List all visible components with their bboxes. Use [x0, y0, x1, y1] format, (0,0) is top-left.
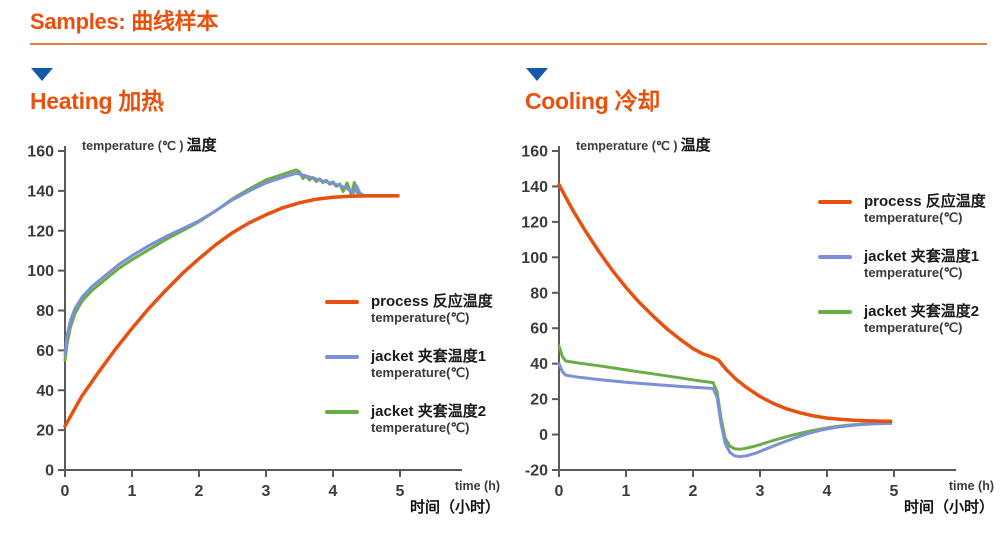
x-tick-label: 1	[128, 483, 137, 500]
series-line-jacket1	[557, 362, 893, 459]
x-tick-label: 3	[756, 483, 765, 500]
legend-swatch-process	[818, 200, 852, 204]
legend-text: jacket 夹套温度2 temperature(℃)	[371, 403, 486, 436]
x-tick-label: 4	[823, 483, 832, 500]
legend-item-jacket2: jacket 夹套温度2 temperature(℃)	[818, 303, 986, 336]
legend-text: jacket 夹套温度1 temperature(℃)	[371, 348, 486, 381]
legend-sublabel: temperature(℃)	[864, 265, 963, 280]
y-tick-label: 140	[27, 183, 54, 200]
x-tick-label: 0	[555, 483, 564, 500]
series-line-jacket2	[557, 344, 893, 451]
y-tick-label: 0	[539, 427, 548, 444]
cooling-legend: process 反应温度 temperature(℃) jacket 夹套温度1…	[818, 193, 986, 358]
y-axis-title-zh: 温度	[680, 137, 711, 154]
x-tick-label: 2	[689, 483, 698, 500]
y-tick-label: 60	[530, 321, 548, 338]
legend-swatch-jacket1	[818, 255, 852, 259]
x-tick-label: 5	[396, 483, 405, 500]
legend-text: jacket 夹套温度2 temperature(℃)	[864, 303, 979, 336]
cooling-section-heading: Cooling 冷却	[525, 88, 660, 114]
legend-item-jacket2: jacket 夹套温度2 temperature(℃)	[325, 403, 493, 436]
y-tick-label: 0	[45, 463, 54, 480]
y-tick-label: 80	[36, 303, 54, 320]
y-axis-title-zh: 温度	[186, 137, 217, 154]
legend-label: jacket 夹套温度1	[371, 348, 487, 365]
x-tick-label: 2	[195, 483, 204, 500]
legend-text: jacket 夹套温度1 temperature(℃)	[864, 248, 979, 281]
legend-item-jacket1: jacket 夹套温度1 temperature(℃)	[818, 248, 986, 281]
y-tick-label: 100	[27, 263, 54, 280]
cooling-chart-area: -20 0 20 40 60 80 100 120 140 160 0 1 2 3 4 5 temperatu…	[512, 128, 1000, 534]
series-line-process	[557, 182, 893, 424]
x-axis-title-en: time (h)	[948, 479, 994, 493]
x-axis-title-en: time (h)	[454, 479, 500, 493]
series-line-process	[63, 194, 400, 428]
series-line-jacket1	[63, 171, 400, 356]
y-tick-label: 20	[530, 392, 548, 409]
legend-sublabel: temperature(℃)	[864, 210, 963, 225]
page-title: Samples: 曲线样本	[30, 9, 219, 34]
legend-label: jacket 夹套温度2	[371, 403, 487, 420]
legend-swatch-jacket2	[325, 410, 359, 414]
legend-label: jacket 夹套温度1	[864, 248, 980, 265]
y-tick-label: 120	[521, 214, 548, 231]
legend-swatch-jacket1	[325, 355, 359, 359]
legend-label: process 反应温度	[371, 293, 493, 310]
heating-x-axis-title: time (h) 时间（小时）	[410, 479, 500, 517]
heating-section-heading: Heating 加热	[30, 88, 164, 114]
heating-legend: process 反应温度 temperature(℃) jacket 夹套温度1…	[325, 293, 493, 458]
heating-chart: 0 20 40 60 80 100 120 140 160 0 1 2 3 4 5	[27, 144, 462, 500]
y-axis-title-en: temperature (℃ )	[576, 139, 678, 153]
y-tick-label: 20	[36, 423, 54, 440]
y-tick-label: 80	[530, 285, 548, 302]
legend-item-process: process 反应温度 temperature(℃)	[818, 193, 986, 226]
y-tick-label: 140	[521, 179, 548, 196]
y-axis-title-en: temperature (℃ )	[82, 139, 184, 153]
legend-text: process 反应温度 temperature(℃)	[371, 293, 493, 326]
legend-sublabel: temperature(℃)	[371, 420, 470, 435]
y-tick-label: 100	[521, 250, 548, 267]
cooling-chart: -20 0 20 40 60 80 100 120 140 160 0 1 2 3 4 5	[521, 144, 956, 500]
header-divider	[30, 43, 987, 45]
legend-swatch-jacket2	[818, 310, 852, 314]
triangle-marker-icon	[31, 68, 53, 81]
legend-text: process 反应温度 temperature(℃)	[864, 193, 986, 226]
cooling-x-axis-title: time (h) 时间（小时）	[904, 479, 994, 517]
x-tick-label: 5	[890, 483, 899, 500]
heating-chart-area: 0 20 40 60 80 100 120 140 160 0 1 2 3 4 5 temperature …	[18, 128, 506, 534]
y-tick-label: 40	[36, 383, 54, 400]
legend-item-process: process 反应温度 temperature(℃)	[325, 293, 493, 326]
y-tick-label: 40	[530, 356, 548, 373]
legend-item-jacket1: jacket 夹套温度1 temperature(℃)	[325, 348, 493, 381]
heating-y-axis-title: temperature (℃ ) 温度	[82, 134, 217, 155]
x-tick-label: 1	[622, 483, 631, 500]
x-tick-label: 3	[262, 483, 271, 500]
legend-swatch-process	[325, 300, 359, 304]
legend-sublabel: temperature(℃)	[864, 320, 963, 335]
x-tick-label: 0	[61, 483, 70, 500]
legend-label: process 反应温度	[864, 193, 986, 210]
legend-label: jacket 夹套温度2	[864, 303, 980, 320]
x-axis-title-zh: 时间（小时）	[409, 499, 500, 516]
triangle-marker-icon	[526, 68, 548, 81]
y-tick-label: 160	[521, 144, 548, 161]
x-axis-title-zh: 时间（小时）	[903, 499, 994, 516]
y-tick-label: 160	[27, 144, 54, 161]
y-tick-label: -20	[525, 463, 548, 480]
legend-sublabel: temperature(℃)	[371, 310, 470, 325]
legend-sublabel: temperature(℃)	[371, 365, 470, 380]
y-tick-label: 60	[36, 343, 54, 360]
y-tick-label: 120	[27, 223, 54, 240]
x-tick-label: 4	[329, 483, 338, 500]
cooling-y-axis-title: temperature (℃ ) 温度	[576, 134, 711, 155]
